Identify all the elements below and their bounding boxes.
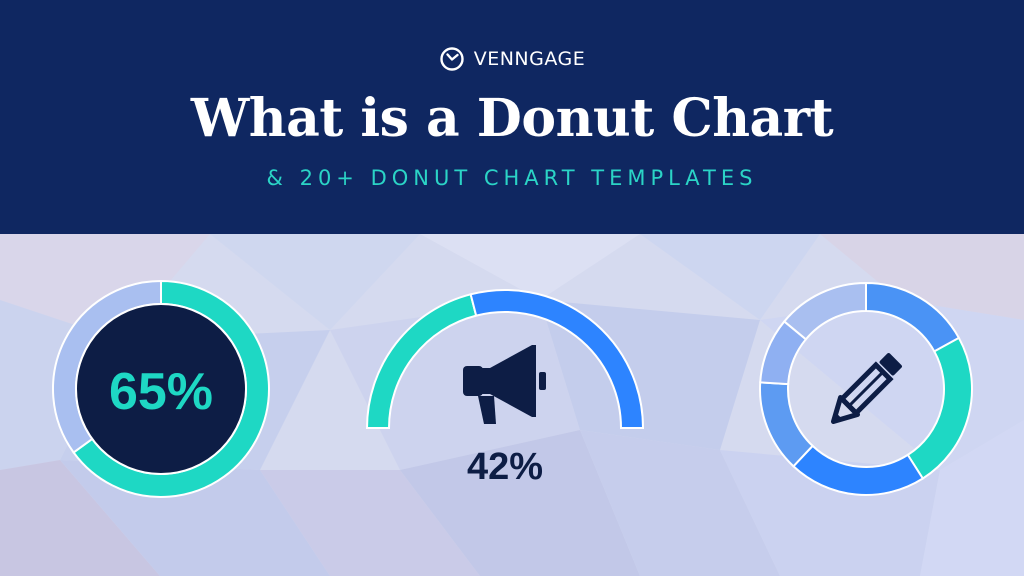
donut-center-disc: [75, 303, 247, 475]
donut-center-label: 65%: [109, 363, 213, 421]
page-subtitle: & 20+ DONUT CHART TEMPLATES: [266, 166, 758, 190]
pencil-icon: [830, 353, 902, 425]
chart-area: 65% 42%: [0, 234, 1024, 576]
brand: VENNGAGE: [0, 46, 1024, 72]
brand-name: VENNGAGE: [473, 48, 586, 70]
megaphone-icon: [463, 345, 546, 424]
donut-segment-6: [782, 281, 867, 341]
half-donut-chart-42: 42%: [365, 289, 645, 488]
donut-segment-2: [469, 289, 645, 429]
header-banner: VENNGAGE What is a Donut Chart & 20+ DON…: [0, 0, 1024, 234]
page-title: What is a Donut Chart: [190, 88, 834, 149]
donut-chart-65: 65%: [52, 279, 270, 498]
donut-chart-segments: [759, 281, 973, 496]
half-donut-label: 42%: [467, 446, 543, 488]
clock-logo-icon: [440, 47, 464, 71]
